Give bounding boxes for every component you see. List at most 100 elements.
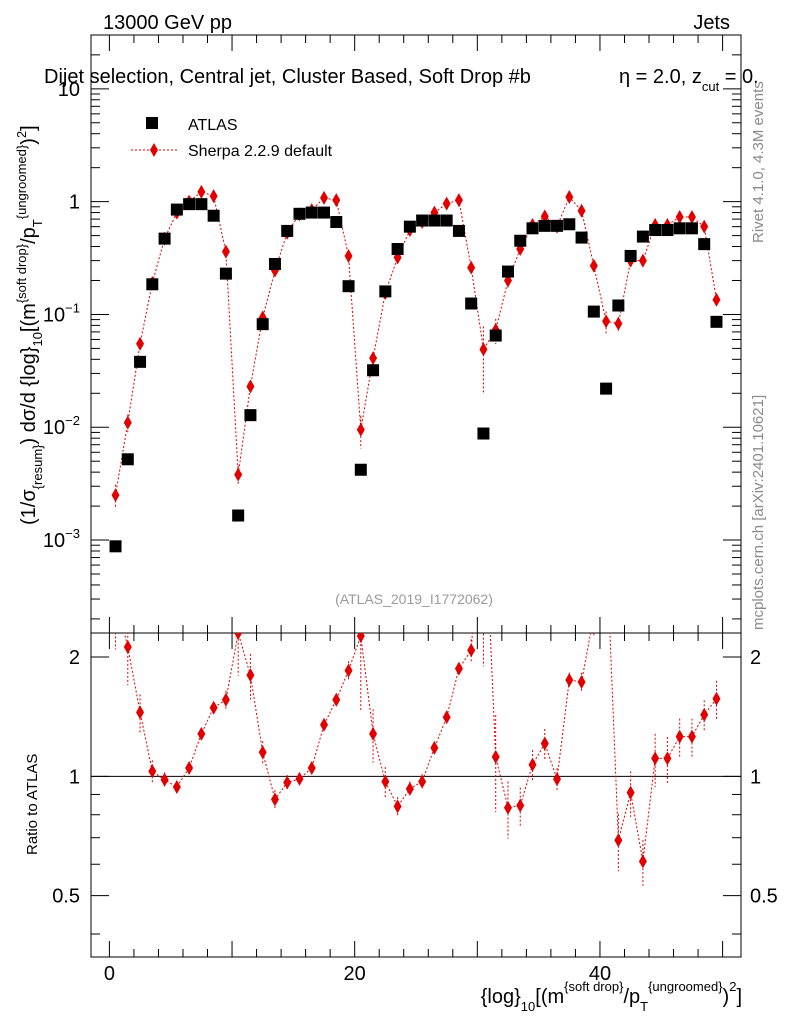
ratio-point — [663, 751, 672, 766]
ratio-point — [491, 749, 500, 764]
ratio-point — [553, 772, 562, 787]
sherpa-point — [234, 467, 243, 482]
atlas-point — [489, 329, 502, 342]
ratio-point — [602, 533, 610, 547]
sherpa-point — [320, 190, 329, 205]
ratio-point — [393, 799, 402, 814]
sherpa-point — [589, 258, 598, 273]
atlas-point — [109, 540, 122, 553]
mcplots-label: mcplots.cern.ch [arXiv:2401.10621] — [750, 395, 767, 630]
atlas-point — [649, 224, 662, 237]
atlas-point — [134, 355, 147, 368]
ratio-plot-frame — [90, 632, 742, 958]
legend-sherpa-marker — [150, 143, 158, 157]
sherpa-point — [602, 314, 611, 329]
atlas-point — [465, 297, 478, 310]
ratio-y-label: Ratio to ATLAS — [24, 754, 41, 855]
ratio-y-tick-label-right: 0.5 — [750, 886, 778, 908]
atlas-point — [551, 219, 564, 232]
ratio-point — [160, 772, 169, 787]
atlas-point — [379, 285, 392, 298]
selection-title-cut: cut — [702, 79, 720, 94]
x-tick-label: 0 — [104, 963, 115, 985]
atlas-point — [121, 453, 134, 466]
sherpa-points — [111, 184, 721, 503]
rivet-version-label: Rivet 4.1.0, 4.3M events — [750, 81, 767, 243]
sherpa-point — [614, 316, 623, 331]
ratio-point — [565, 673, 574, 688]
sherpa-point — [136, 336, 145, 351]
ratio-point — [344, 663, 353, 678]
atlas-point — [170, 203, 183, 216]
ratio-point — [381, 774, 390, 789]
sherpa-point — [712, 292, 721, 307]
x-tick-label: 40 — [589, 963, 611, 985]
sherpa-point — [209, 189, 218, 204]
main-y-label: (1/σ{resum}) dσ/d {log}10[(m{soft drop}/… — [14, 125, 45, 525]
selection-title-tail: = 0. — [719, 66, 758, 88]
atlas-point — [661, 224, 674, 237]
energy-label: 13000 GeV pp — [103, 12, 232, 34]
sherpa-point — [123, 415, 132, 430]
ratio-point — [430, 740, 439, 755]
atlas-point — [244, 409, 257, 422]
ratio-point — [320, 717, 329, 732]
ratio-point — [503, 800, 512, 815]
atlas-point — [624, 249, 637, 262]
ratio-point — [442, 710, 451, 725]
sherpa-point — [479, 342, 488, 357]
ratio-point — [479, 474, 487, 488]
sherpa-error-bars — [115, 190, 717, 509]
atlas-point — [600, 382, 613, 395]
ratio-point — [197, 726, 206, 741]
legend-sherpa-label: Sherpa 2.2.9 default — [188, 143, 333, 160]
category-label: Jets — [693, 12, 730, 34]
atlas-point — [268, 257, 281, 270]
sherpa-point — [246, 379, 255, 394]
ratio-y-tick-label: 0.5 — [52, 886, 80, 908]
sherpa-point — [356, 422, 365, 437]
atlas-point — [403, 220, 416, 233]
atlas-point — [636, 230, 649, 243]
main-y-tick-label: 10 — [58, 79, 80, 101]
sherpa-point — [111, 488, 120, 503]
ratio-point — [590, 608, 598, 622]
sherpa-point — [577, 203, 586, 218]
atlas-point — [612, 299, 625, 312]
x-tick-label: 20 — [344, 963, 366, 985]
atlas-point — [587, 305, 600, 318]
sherpa-point — [638, 253, 647, 268]
sherpa-point — [332, 193, 341, 208]
ratio-y-tick-label-right: 2 — [750, 647, 761, 669]
atlas-point — [501, 265, 514, 278]
ratio-point — [369, 726, 378, 741]
atlas-point — [673, 222, 686, 235]
atlas-point — [367, 364, 380, 377]
atlas-point — [195, 198, 208, 211]
ratio-point — [712, 691, 721, 706]
ratio-error-bars — [115, 633, 717, 886]
ratio-point — [405, 781, 414, 796]
ratio-sherpa-line — [123, 633, 717, 862]
ratio-point — [258, 745, 267, 760]
atlas-point — [538, 219, 551, 232]
ratio-point — [540, 736, 549, 751]
selection-title-main: Dijet selection, Central jet, Cluster Ba… — [44, 66, 531, 88]
ratio-y-tick-label: 2 — [69, 647, 80, 669]
ratio-point — [148, 764, 157, 779]
atlas-point — [207, 209, 220, 222]
ratio-point — [467, 643, 476, 658]
ratio-point — [112, 590, 120, 604]
ratio-point — [295, 771, 304, 786]
atlas-point — [428, 214, 441, 227]
ratio-point — [638, 854, 647, 869]
sherpa-point — [369, 351, 378, 366]
atlas-point — [330, 215, 343, 228]
atlas-point — [514, 234, 527, 247]
main-y-tick-label: 10−1 — [43, 300, 80, 326]
ratio-point — [614, 833, 623, 848]
analysis-id: (ATLAS_2019_I1772062) — [335, 591, 493, 607]
atlas-point — [318, 206, 331, 219]
atlas-point — [354, 463, 367, 476]
ratio-point — [516, 798, 525, 813]
